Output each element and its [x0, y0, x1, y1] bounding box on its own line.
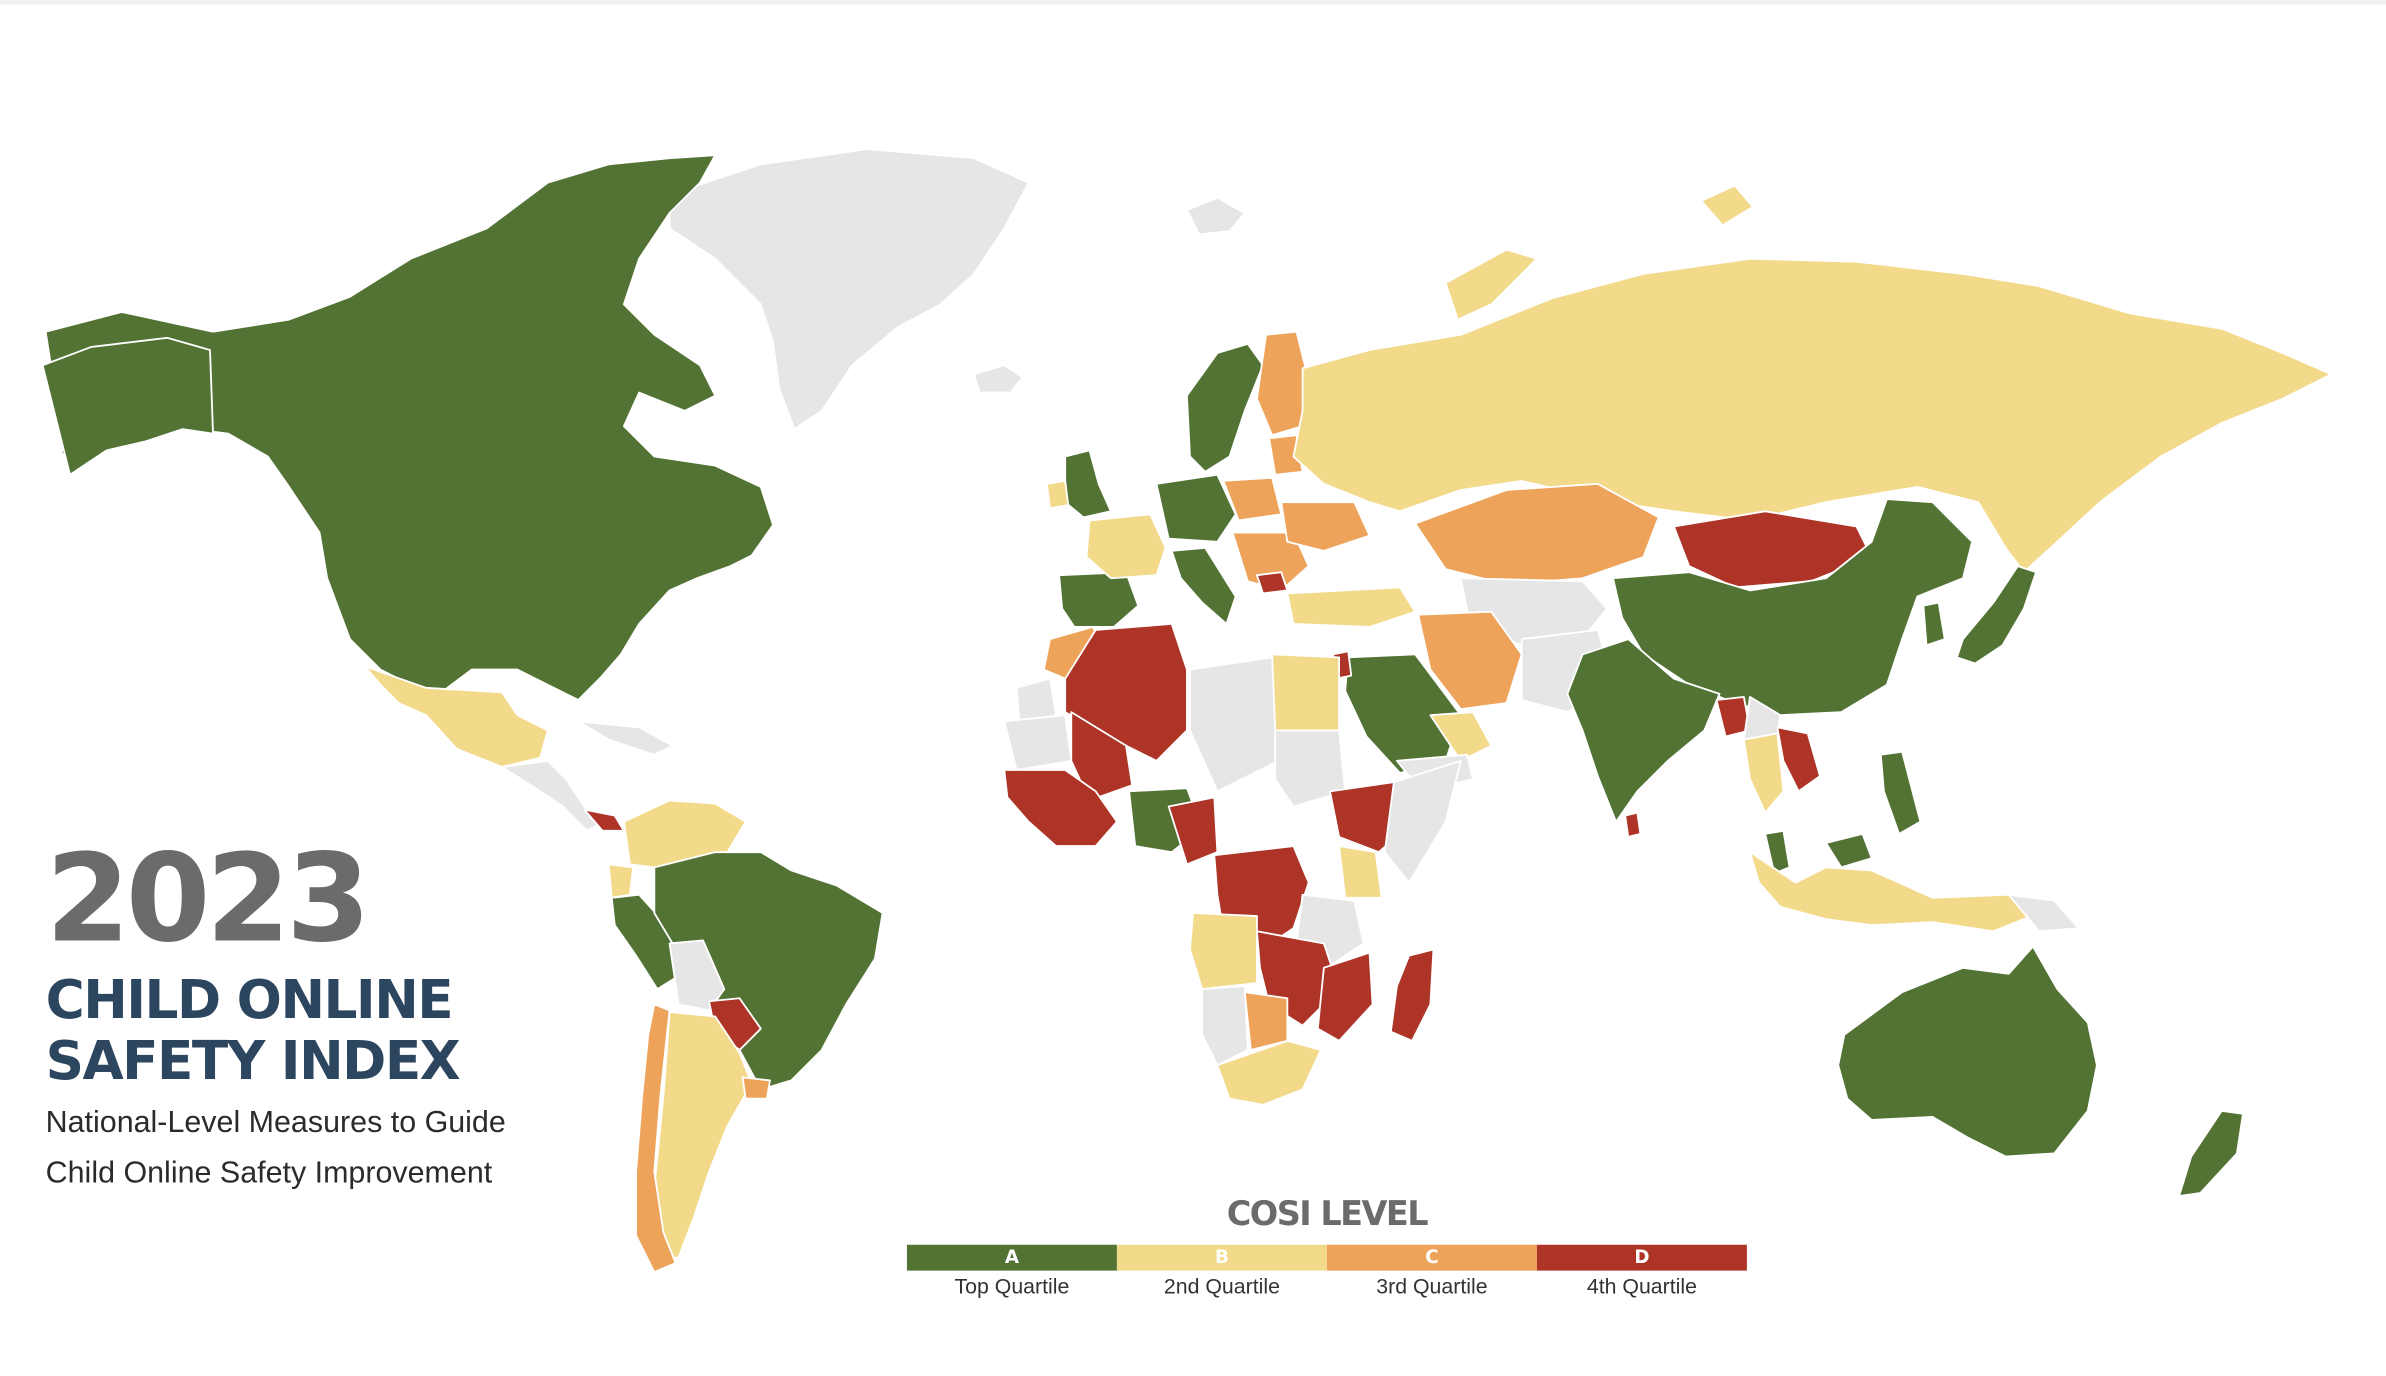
- year-heading: 2023: [45, 827, 371, 970]
- region-philippines: [1879, 750, 1922, 835]
- region-malaysia: [1764, 829, 1791, 875]
- title-block: 2023 CHILD ONLINE SAFETY INDEX National-…: [45, 827, 506, 1199]
- region-malaysia-borneo: [1825, 832, 1873, 869]
- region-india: [1566, 638, 1721, 823]
- subtitle: National-Level Measures to Guide Child O…: [46, 1099, 506, 1199]
- region-somalia: [1383, 759, 1462, 884]
- region-uk: [1064, 449, 1112, 519]
- region-egypt: [1271, 653, 1341, 732]
- region-mali: [1070, 711, 1134, 802]
- region-libya-chad: [1189, 656, 1280, 793]
- legend-swatch-b: B: [1116, 1244, 1327, 1271]
- region-iran: [1417, 610, 1523, 711]
- legend-swatch-d: D: [1536, 1244, 1747, 1271]
- region-japan: [1955, 565, 2037, 665]
- region-caribbean: [577, 720, 674, 756]
- region-novaya-zemlya: [1444, 248, 1538, 321]
- legend: COSI LEVEL A B C D Top Quartile 2nd Quar…: [906, 1196, 1747, 1298]
- region-kazakhstan: [1414, 482, 1660, 586]
- region-cameroon: [1167, 796, 1219, 866]
- region-angola: [1189, 912, 1258, 991]
- region-gulf: [1429, 711, 1493, 762]
- region-iceland: [972, 364, 1024, 394]
- region-panama: [583, 808, 625, 832]
- region-greenland: [668, 148, 1030, 431]
- region-russia-island: [1700, 184, 1754, 227]
- subtitle-line1: National-Level Measures to Guide: [45, 1106, 506, 1140]
- region-poland: [1222, 476, 1283, 522]
- region-new-zealand: [2178, 1109, 2244, 1197]
- legend-swatch-c: C: [1326, 1244, 1537, 1271]
- region-thailand: [1742, 732, 1785, 814]
- region-germany-central: [1155, 473, 1237, 543]
- legend-labels: Top Quartile 2nd Quartile 3rd Quartile 4…: [907, 1274, 1747, 1298]
- legend-swatch-a: A: [906, 1244, 1117, 1271]
- region-south-africa: [1216, 1039, 1322, 1106]
- region-canada-usa: [44, 154, 774, 701]
- region-argentina: [650, 1011, 753, 1264]
- region-madagascar: [1389, 948, 1435, 1042]
- region-west-africa: [1003, 769, 1118, 847]
- legend-label-c: 3rd Quartile: [1376, 1273, 1488, 1299]
- index-title-line1: CHILD ONLINE: [45, 970, 454, 1032]
- region-ukraine: [1280, 501, 1371, 552]
- region-korea: [1922, 601, 1946, 647]
- region-peru: [610, 893, 683, 991]
- region-laos-cambodia: [1776, 726, 1821, 793]
- region-alaska: [41, 336, 214, 476]
- region-kenya: [1338, 845, 1383, 899]
- region-png: [2007, 893, 2080, 933]
- index-title: CHILD ONLINE SAFETY INDEX: [46, 971, 506, 1093]
- region-iberia: [1058, 571, 1140, 628]
- subtitle-line2: Child Online Safety Improvement: [45, 1156, 493, 1190]
- legend-title: COSI LEVEL: [1226, 1196, 1429, 1235]
- legend-label-b: 2nd Quartile: [1163, 1273, 1280, 1299]
- index-title-line2: SAFETY INDEX: [45, 1031, 461, 1093]
- region-italy: [1170, 546, 1237, 625]
- region-botswana: [1243, 991, 1289, 1051]
- region-central-america: [501, 759, 604, 832]
- region-indonesia: [1749, 851, 2040, 933]
- region-mauritania: [1003, 714, 1073, 771]
- top-divider: [0, 0, 2386, 5]
- region-mozambique: [1316, 951, 1374, 1042]
- region-norway-sweden: [1186, 342, 1264, 473]
- region-balkans: [1231, 531, 1310, 592]
- region-ecuador: [607, 863, 634, 899]
- region-sri-lanka: [1624, 811, 1642, 838]
- region-namibia: [1201, 985, 1249, 1067]
- region-mexico: [364, 665, 549, 768]
- region-australia: [1837, 945, 2098, 1158]
- region-chile: [635, 1003, 677, 1274]
- region-russia: [1292, 257, 2333, 574]
- region-svalbard: [1186, 196, 1246, 236]
- region-ireland: [1046, 479, 1070, 510]
- region-sudan: [1274, 729, 1347, 808]
- region-baltics: [1268, 434, 1304, 476]
- legend-label-a: Top Quartile: [954, 1273, 1070, 1299]
- region-romania: [1256, 571, 1289, 595]
- legend-label-d: 4th Quartile: [1586, 1273, 1697, 1299]
- legend-bar: A B C D: [906, 1244, 1747, 1271]
- region-uruguay: [741, 1076, 771, 1100]
- region-france: [1085, 513, 1167, 580]
- region-turkey: [1286, 586, 1417, 628]
